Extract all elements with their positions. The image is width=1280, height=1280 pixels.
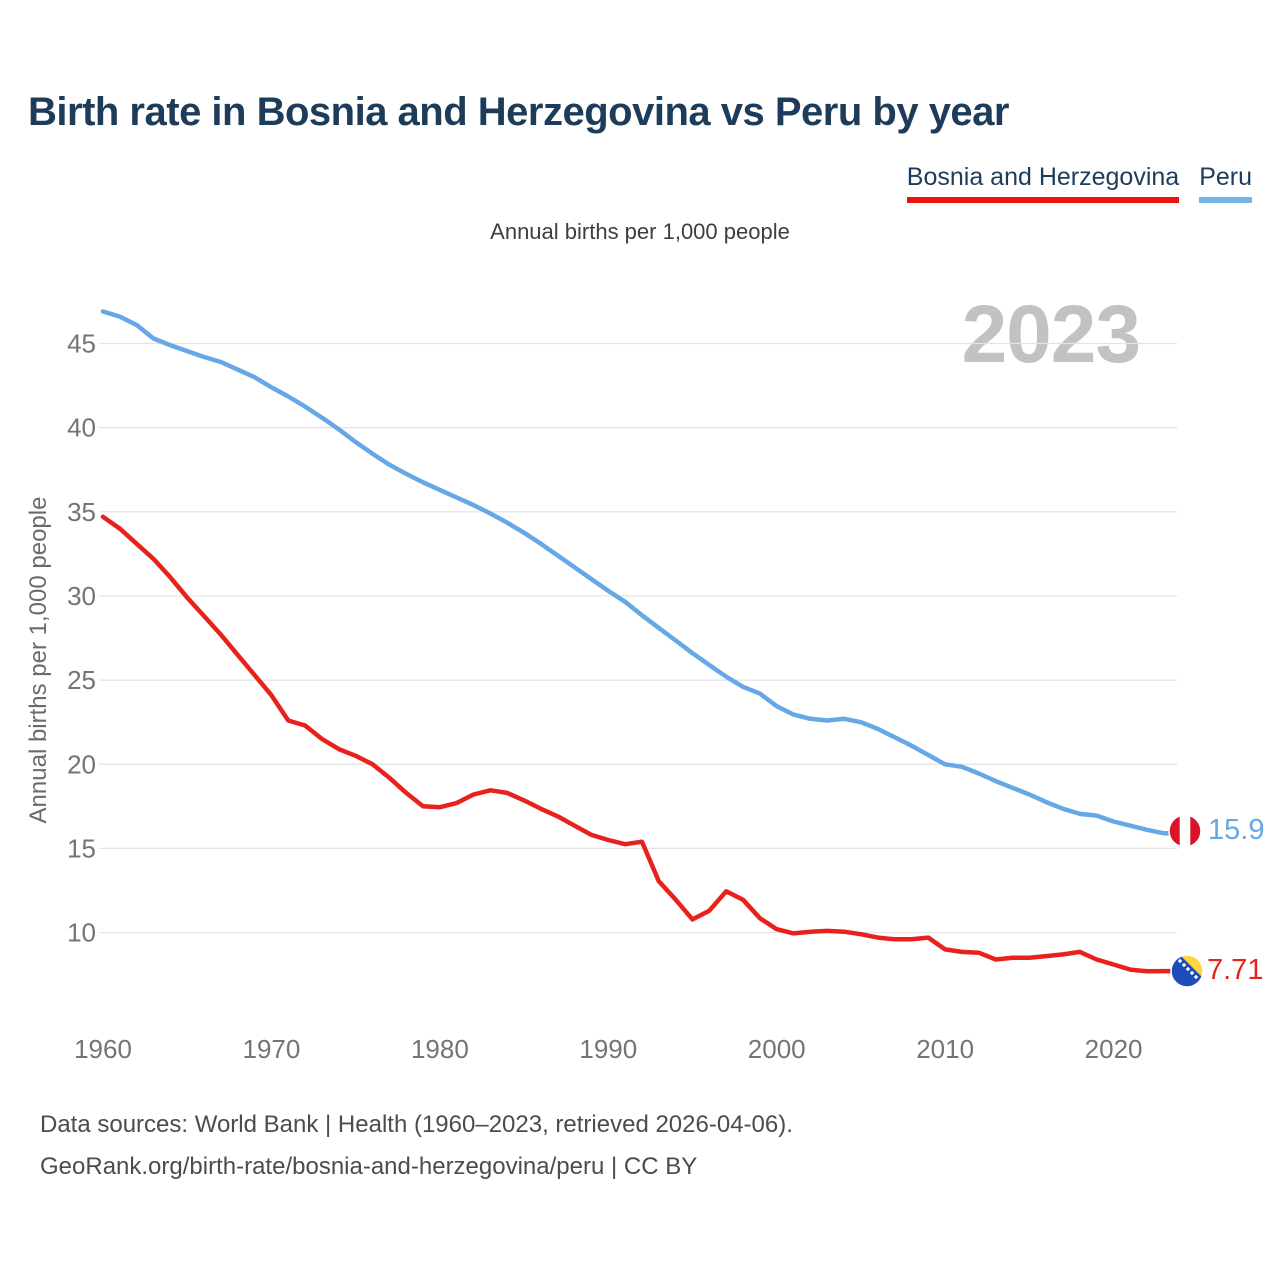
- legend-item-bosnia[interactable]: Bosnia and Herzegovina: [906, 163, 1180, 203]
- data-sources-line: Data sources: World Bank | Health (1960–…: [40, 1111, 793, 1138]
- y-tick-label: 45: [67, 329, 96, 359]
- chart-title: Birth rate in Bosnia and Herzegovina vs …: [28, 90, 1010, 134]
- x-tick-label: 2020: [1085, 1034, 1143, 1064]
- x-tick-label: 1970: [243, 1034, 301, 1064]
- y-tick-label: 10: [67, 918, 96, 948]
- peru-end-value: 15.9: [1208, 814, 1265, 846]
- y-tick-label: 40: [67, 413, 96, 443]
- y-tick-label: 35: [67, 497, 96, 527]
- peru-flag-ring: [1168, 814, 1202, 848]
- year-watermark: 2023: [961, 289, 1141, 380]
- bosnia-line: [100, 514, 1177, 974]
- legend: Bosnia and Herzegovina Peru: [906, 163, 1252, 203]
- x-tick-label: 2000: [748, 1034, 806, 1064]
- y-tick-label: 25: [67, 665, 96, 695]
- x-tick-label: 2010: [916, 1034, 974, 1064]
- peru-line: [100, 309, 1177, 836]
- x-tick-label: 1980: [411, 1034, 469, 1064]
- y-axis-title: Annual births per 1,000 people: [25, 497, 52, 824]
- bosnia-flag-icon: [1171, 955, 1203, 987]
- footer: Data sources: World Bank | Health (1960–…: [40, 1104, 1240, 1188]
- y-tick-label: 15: [67, 833, 96, 863]
- y-tick-label: 30: [67, 581, 96, 611]
- bosnia-flag-ring: [1170, 954, 1204, 988]
- x-tick-label: 1990: [579, 1034, 637, 1064]
- legend-item-peru[interactable]: Peru: [1199, 163, 1252, 203]
- bosnia-end-value: 7.71: [1207, 954, 1264, 986]
- peru-flag-icon: [1169, 815, 1201, 847]
- chart-plot: 10 15 20 25 30 35 40 45 1960 1970 1980 1990 2000 2010…: [25, 309, 1204, 1064]
- y-tick-label: 20: [67, 749, 96, 779]
- georank-link[interactable]: GeoRank.org/birth-rate/bosnia-and-herzeg…: [40, 1153, 698, 1180]
- x-tick-label: 1960: [74, 1034, 132, 1064]
- chart-subtitle: Annual births per 1,000 people: [490, 219, 790, 244]
